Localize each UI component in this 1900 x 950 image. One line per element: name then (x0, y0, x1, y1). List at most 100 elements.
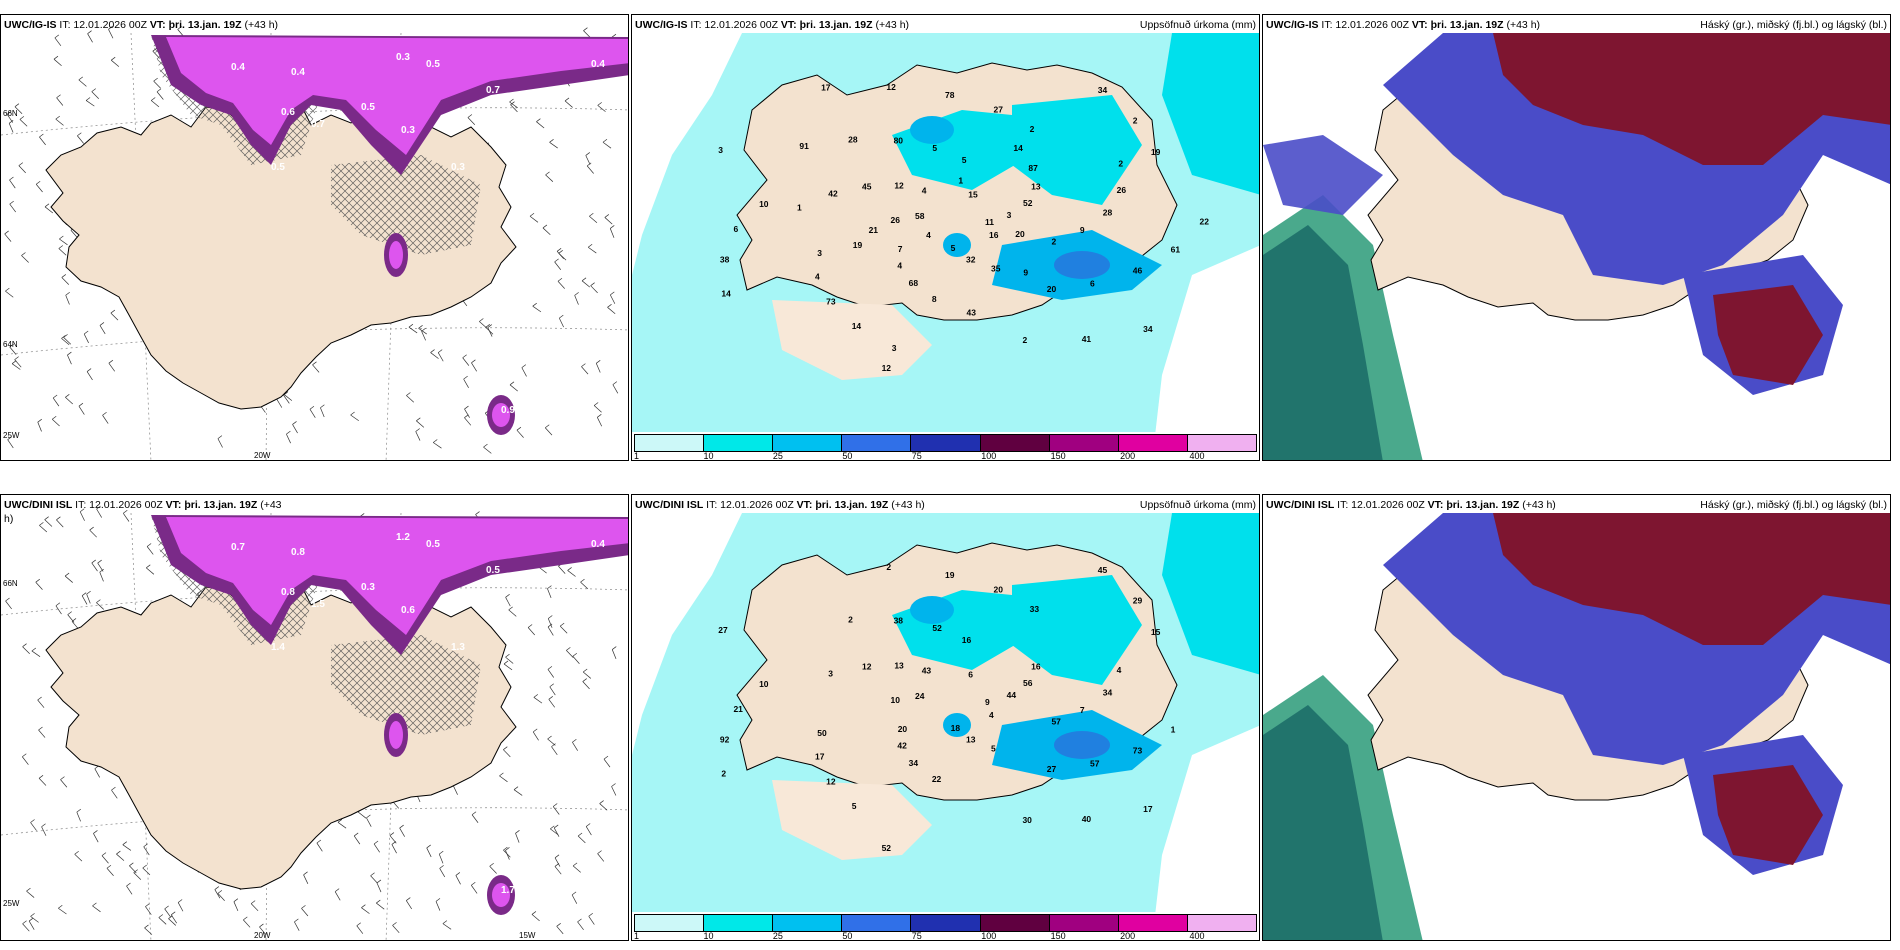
precip-total: 1 (797, 203, 802, 213)
wind-barb (41, 823, 47, 836)
wind-barb (126, 882, 133, 895)
wind-barb (527, 624, 536, 636)
precip-value: 0.5 (271, 162, 285, 173)
wind-barb (11, 360, 21, 370)
precip-total: 4 (922, 186, 927, 196)
wind-barb (533, 694, 543, 704)
precip-total: 92 (720, 734, 730, 744)
wind-barb (581, 363, 589, 375)
dry-area (1152, 245, 1259, 460)
wind-barb (94, 765, 101, 778)
wind-barb (303, 871, 309, 884)
wind-barb (547, 735, 556, 746)
wind-barb (437, 349, 444, 362)
wind-barb (593, 402, 602, 413)
precip-value: 0.7 (311, 119, 325, 130)
wind-barb (392, 922, 400, 934)
wind-barb (170, 911, 178, 924)
wind-barb (416, 417, 425, 428)
precip-total: 50 (817, 728, 827, 738)
wind-barb (294, 918, 300, 931)
precip-value: 0.3 (451, 162, 465, 173)
precip-total: 2 (1118, 158, 1123, 168)
precip-total: 27 (1047, 764, 1057, 774)
wind-barb (558, 314, 564, 328)
precip-total: 16 (989, 230, 999, 240)
precip-total: 3 (892, 343, 897, 353)
wind-barb (286, 430, 291, 444)
wind-barb (14, 103, 23, 114)
precip-total: 42 (828, 189, 838, 199)
precip-blob (389, 721, 403, 749)
wind-barb (553, 824, 560, 837)
wind-barb (89, 526, 97, 538)
wind-barb (471, 881, 478, 894)
wind-barb (26, 887, 35, 898)
precip-total: 5 (962, 155, 967, 165)
precip-value: 0.6 (281, 107, 295, 118)
high-cloud (1263, 705, 1383, 940)
wind-barb (108, 359, 116, 372)
wind-barb (60, 776, 68, 788)
wind-barb (44, 203, 54, 214)
precip-total: 4 (926, 230, 931, 240)
legend-swatch (704, 435, 774, 451)
wind-barb (96, 505, 102, 518)
wind-barb (487, 324, 493, 337)
map-wind-barbs: 0.4 0.4 0.3 0.5 0.6 0.7 0.5 0.3 0.5 0.3 0.9 0.7 0.4 (1, 26, 628, 460)
precip-total: 4 (1117, 665, 1122, 675)
precip-total: 27 (718, 625, 728, 635)
precip-total: 8 (932, 294, 937, 304)
precip-total: 52 (1023, 198, 1033, 208)
precip-total: 1 (958, 176, 963, 186)
wind-barb (433, 439, 442, 449)
wind-barb (59, 235, 68, 246)
wind-barb (51, 415, 60, 427)
wind-barb (21, 252, 29, 263)
wind-barb (509, 98, 518, 109)
wind-barb (5, 597, 12, 610)
legend-swatch (842, 435, 912, 451)
precip-total: 2 (1022, 335, 1027, 345)
wind-barb (309, 405, 316, 418)
wind-barb (536, 118, 545, 129)
wind-barb (585, 823, 592, 836)
wind-barb (503, 846, 511, 858)
wind-barb (19, 116, 28, 127)
precip-legend: 1 10 25 50 75 100 150 200 400 (632, 912, 1259, 940)
wind-barb (602, 138, 612, 149)
wind-barb (462, 354, 470, 366)
legend-label: 1 (634, 451, 640, 461)
wind-barb (9, 343, 17, 355)
wind-barb (557, 277, 565, 289)
precip-core (943, 233, 971, 257)
wind-barb (572, 738, 578, 751)
precip-total: 12 (826, 776, 836, 786)
precip-value: 0.4 (291, 67, 305, 78)
wind-barb (599, 800, 608, 811)
wind-barb (67, 351, 72, 365)
precip-zone (1162, 33, 1259, 195)
precip-total: 45 (862, 181, 872, 191)
precip-total: 11 (985, 217, 994, 227)
precip-total: 16 (962, 635, 972, 645)
wind-barb (595, 360, 601, 373)
legend-label: 75 (911, 931, 922, 941)
wind-barb (52, 394, 60, 407)
legend-swatch (1118, 435, 1188, 451)
dry-area (632, 33, 742, 275)
precip-total: 42 (897, 741, 907, 751)
wind-barb (77, 132, 84, 144)
precip-total: 32 (966, 255, 976, 265)
wind-barb (531, 911, 540, 922)
wind-barb (572, 652, 580, 664)
map-cloud (1263, 33, 1890, 460)
wind-barb (549, 139, 558, 149)
wind-barb (455, 872, 461, 885)
precip-value: 0.4 (591, 59, 605, 70)
wind-barb (55, 602, 62, 615)
wind-barb (483, 443, 492, 454)
wind-barb (550, 825, 559, 836)
precip-value: 0.5 (426, 539, 440, 550)
wind-barb (499, 772, 508, 783)
